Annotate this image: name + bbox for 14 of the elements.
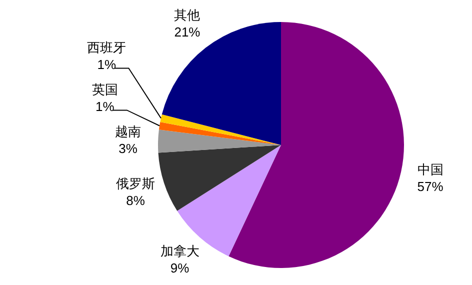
data-label: 57% <box>417 178 444 194</box>
data-label: 1% <box>95 98 115 114</box>
slice-label: 越南 <box>115 124 142 139</box>
data-label: 9% <box>170 260 190 276</box>
slice-label: 其他 <box>174 8 200 23</box>
data-label: 21% <box>174 24 201 40</box>
slice-label: 中国 <box>417 162 444 177</box>
slice-label: 英国 <box>92 82 118 97</box>
data-label: 3% <box>118 140 138 156</box>
data-label: 1% <box>97 56 117 72</box>
slice-label: 西班牙 <box>87 40 126 55</box>
data-label: 8% <box>126 192 146 208</box>
slice-label: 加拿大 <box>160 243 200 258</box>
slice-label: 俄罗斯 <box>116 176 155 191</box>
